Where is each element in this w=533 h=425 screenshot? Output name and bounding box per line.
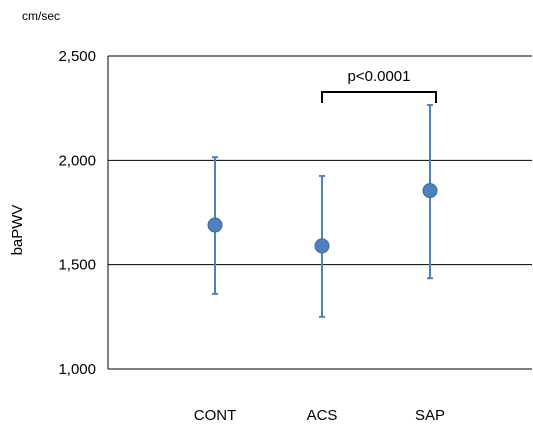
mean-point	[207, 217, 223, 233]
significance-annotation: p<0.0001	[321, 68, 437, 103]
y-tick-label: 2,000	[58, 152, 96, 169]
x-category-label: ACS	[307, 407, 338, 424]
gridlines	[108, 55, 532, 370]
x-category-label: CONT	[194, 407, 237, 424]
unit-label: cm/sec	[22, 9, 60, 23]
x-category-label: SAP	[415, 407, 445, 424]
data-points	[207, 104, 438, 318]
y-tick-label: 1,000	[58, 361, 96, 378]
y-tick-label: 1,500	[58, 257, 96, 274]
x-category-labels: CONT ACS SAP	[194, 407, 445, 424]
y-tick-labels: 1,000 1,500 2,000 2,500	[58, 48, 96, 378]
y-axis-title: baPWV	[9, 205, 26, 256]
significance-label: p<0.0001	[348, 68, 411, 85]
significance-bracket	[321, 91, 437, 103]
mean-point	[314, 238, 330, 254]
y-tick-label: 2,500	[58, 48, 96, 65]
mean-point	[422, 183, 438, 199]
